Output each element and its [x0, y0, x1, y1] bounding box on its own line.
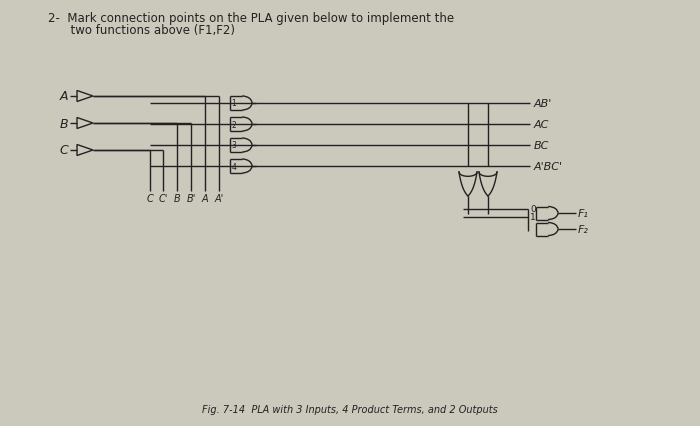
- Text: C: C: [146, 193, 153, 204]
- Text: 2: 2: [232, 120, 237, 129]
- Text: A'BC': A'BC': [534, 161, 563, 172]
- Text: AB': AB': [534, 99, 552, 109]
- Text: F₂: F₂: [578, 225, 589, 234]
- Text: 4: 4: [232, 162, 237, 171]
- Text: A': A': [214, 193, 223, 204]
- Text: C': C': [158, 193, 168, 204]
- Text: two functions above (F1,F2): two functions above (F1,F2): [48, 24, 235, 37]
- Text: AC: AC: [534, 120, 550, 130]
- Text: BC: BC: [534, 141, 550, 151]
- Text: 3: 3: [232, 141, 237, 150]
- Text: B: B: [60, 117, 68, 130]
- Text: B: B: [174, 193, 181, 204]
- Text: F₁: F₁: [578, 208, 589, 219]
- Text: A: A: [60, 90, 68, 103]
- Text: 0: 0: [530, 205, 536, 214]
- Text: B': B': [186, 193, 196, 204]
- Text: 1: 1: [232, 99, 237, 108]
- Text: C: C: [60, 144, 68, 157]
- Text: 1: 1: [530, 213, 536, 222]
- Text: Fig. 7-14  PLA with 3 Inputs, 4 Product Terms, and 2 Outputs: Fig. 7-14 PLA with 3 Inputs, 4 Product T…: [202, 404, 498, 414]
- Text: A: A: [202, 193, 209, 204]
- Text: 2-  Mark connection points on the PLA given below to implement the: 2- Mark connection points on the PLA giv…: [48, 12, 454, 25]
